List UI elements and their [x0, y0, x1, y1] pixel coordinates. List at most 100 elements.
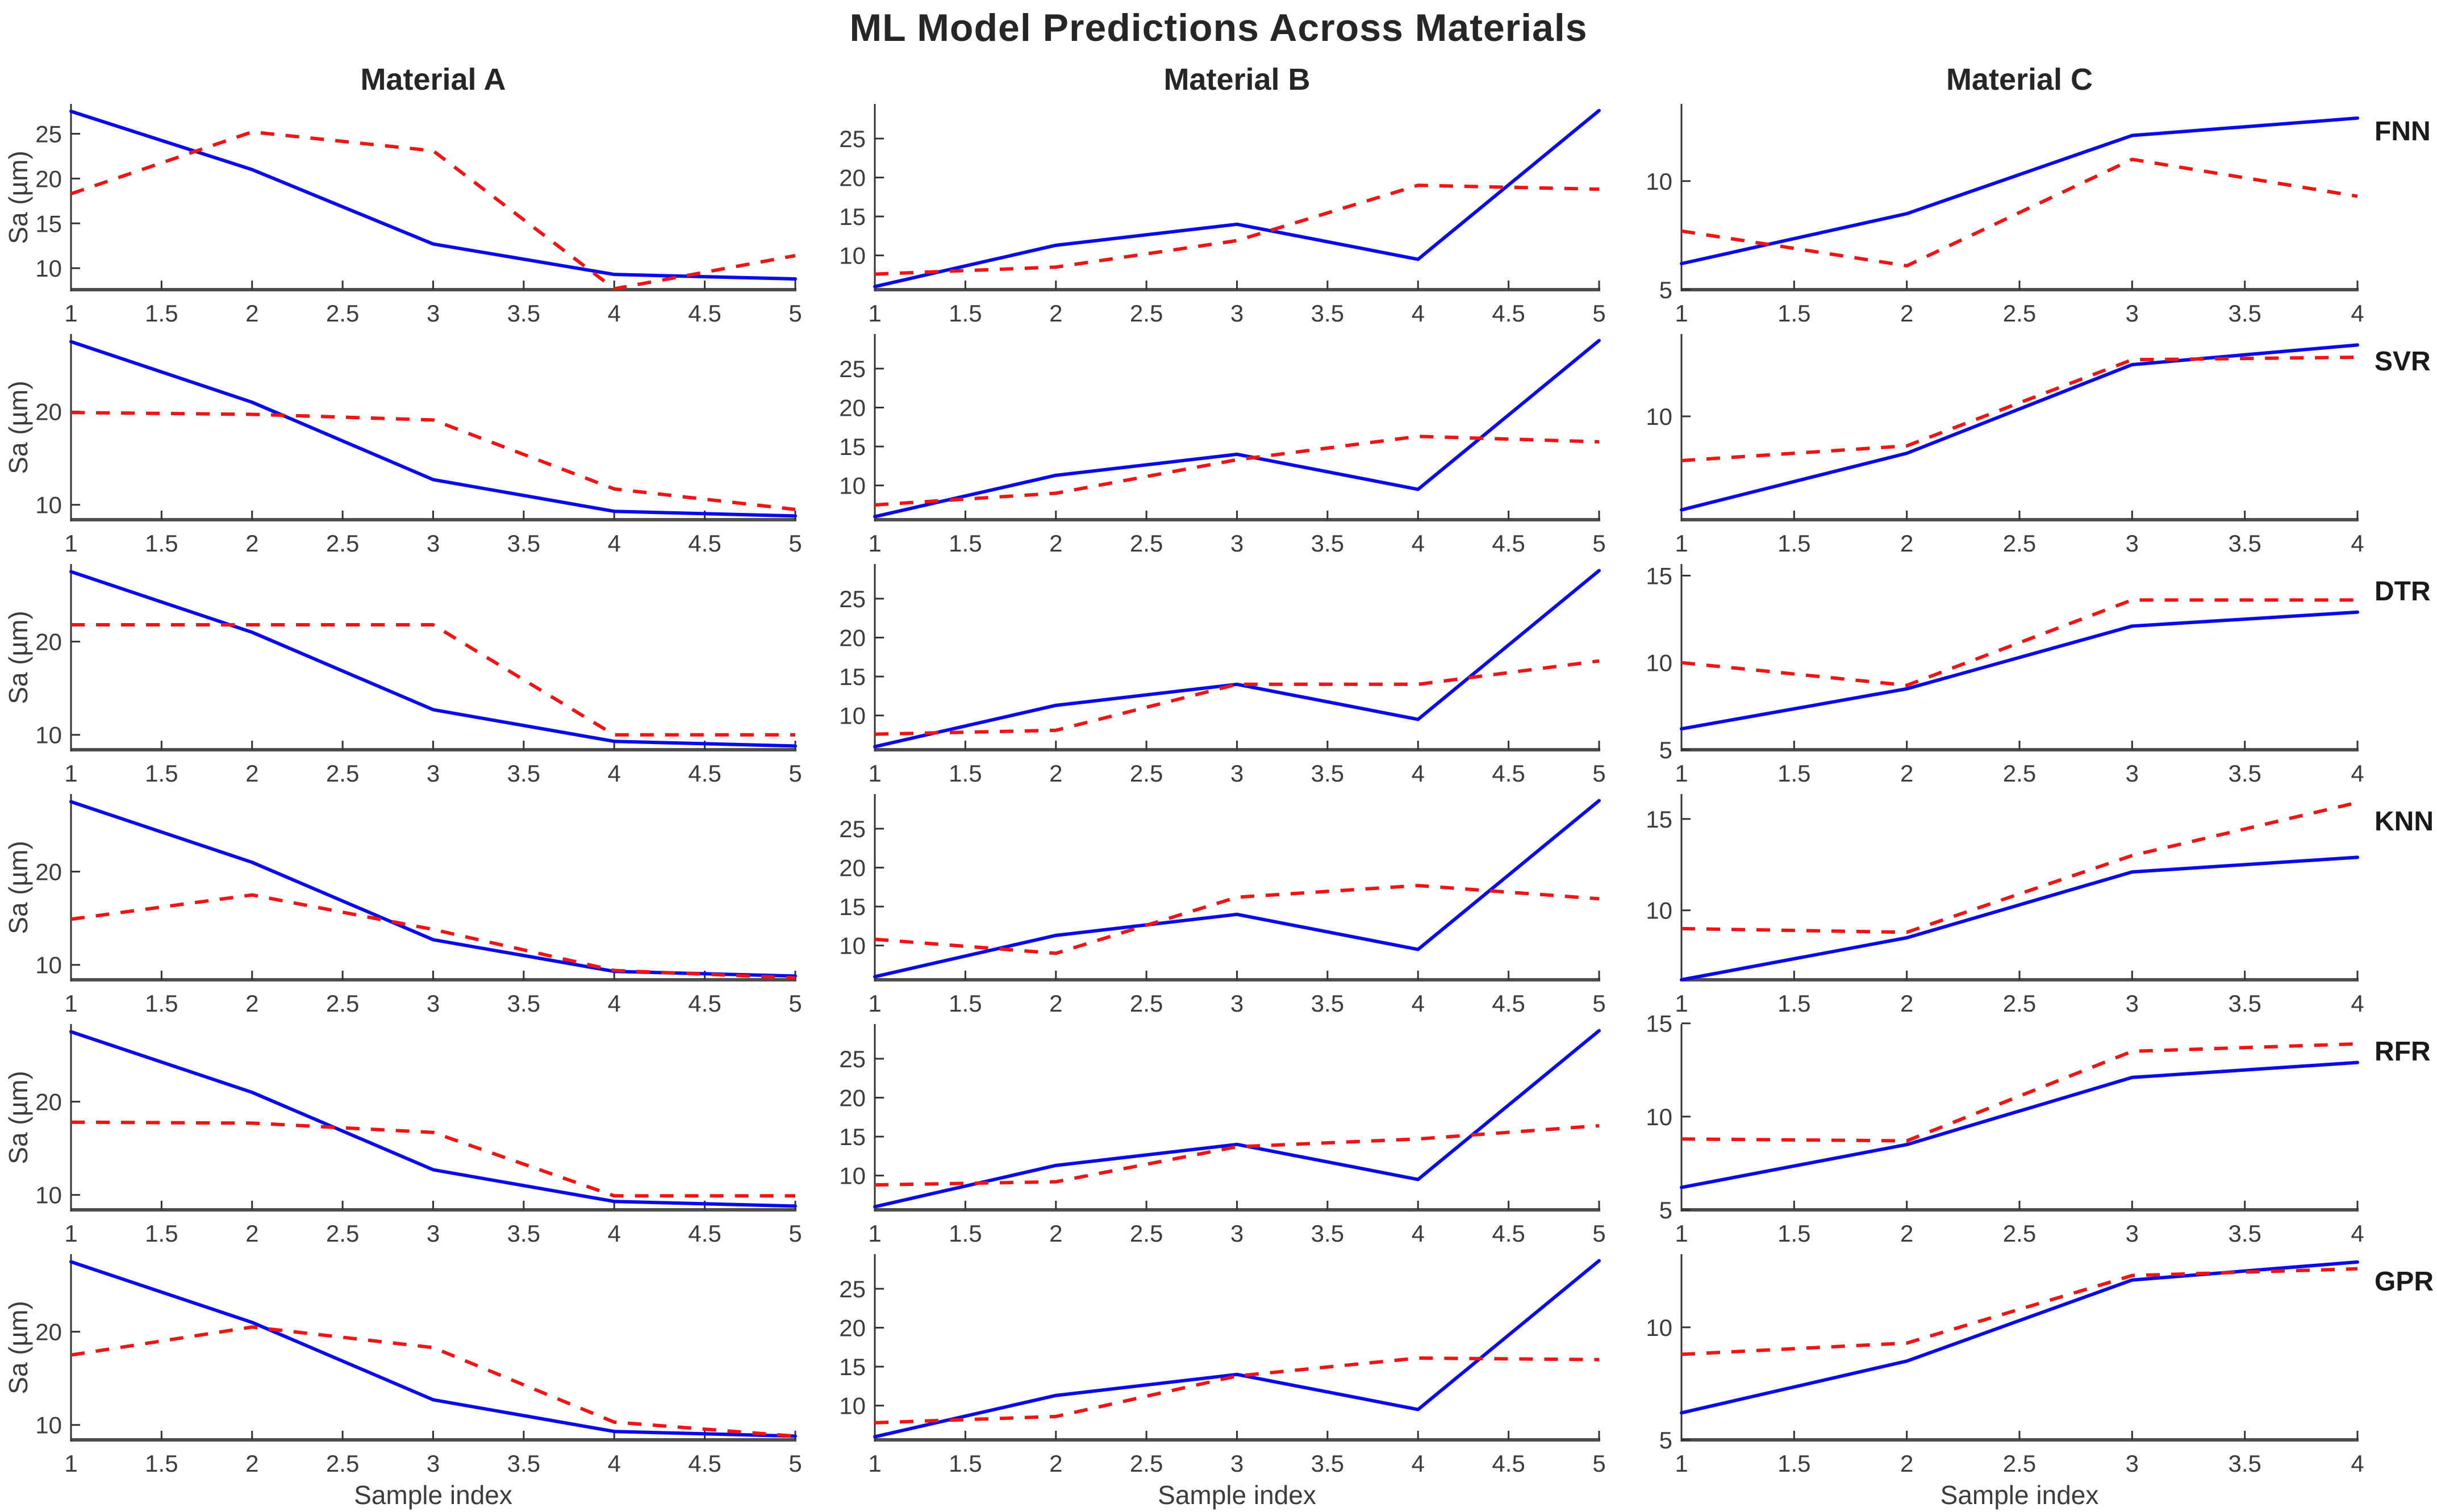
x-tick-label: 3 [427, 530, 440, 557]
x-tick-label: 2.5 [2003, 1450, 2036, 1477]
y-tick-label: 10 [1646, 1104, 1672, 1130]
x-tick-label: 4.5 [688, 300, 721, 327]
predicted-line [874, 1123, 1600, 1187]
x-tick-label: 4.5 [688, 760, 721, 787]
x-tick-label: 3 [2126, 760, 2139, 787]
x-tick-label: 3.5 [507, 1220, 540, 1247]
x-tick-label: 3 [2126, 1220, 2139, 1247]
x-tick-label: 3.5 [1311, 1450, 1344, 1477]
y-axis-label: Sa (µm) [3, 1301, 33, 1394]
y-tick-label: 10 [1646, 650, 1672, 676]
x-tick-label: 3 [2126, 300, 2139, 327]
x-tick-label: 2 [1049, 300, 1062, 327]
y-tick-label: 15 [839, 663, 866, 690]
x-tick-label: 2.5 [1130, 990, 1163, 1017]
subplot-fnn-material-a: 1 1.5 2 2.5 3 3.5 4 4.5 5 10 15 20 25 [35, 104, 802, 327]
x-tick-label: 2.5 [1130, 1220, 1163, 1247]
x-tick-label: 2.5 [1130, 760, 1163, 787]
subplot-knn-material-a: 1 1.5 2 2.5 3 3.5 4 4.5 5 10 20 [35, 794, 802, 1017]
x-tick-label: 2.5 [326, 1220, 359, 1247]
x-tick-label: 4 [2351, 1450, 2364, 1477]
actual-line [69, 110, 797, 281]
x-tick-label: 1.5 [145, 1450, 178, 1477]
x-tick-label: 4.5 [1492, 1220, 1525, 1247]
y-axis-label: Sa (µm) [3, 151, 33, 244]
row-label-svr: SVR [2375, 346, 2431, 377]
y-tick-label: 25 [839, 1046, 866, 1072]
y-tick-label: 10 [1646, 897, 1672, 924]
y-tick-label: 10 [839, 243, 866, 269]
x-tick-label: 3 [427, 1450, 440, 1477]
y-tick-label: 5 [1659, 737, 1672, 763]
x-tick-label: 5 [1592, 760, 1605, 787]
y-tick-label: 10 [1646, 403, 1672, 430]
y-tick-label: 10 [35, 255, 62, 282]
x-tick-label: 1.5 [1777, 1220, 1810, 1247]
actual-line [69, 1260, 797, 1438]
y-tick-label: 10 [839, 933, 866, 959]
subplot-knn-material-b: 1 1.5 2 2.5 3 3.5 4 4.5 5 10 15 20 25 [839, 794, 1606, 1017]
x-tick-label: 4.5 [688, 530, 721, 557]
y-tick-label: 10 [35, 1412, 62, 1439]
row-label-knn: KNN [2375, 807, 2434, 837]
y-tick-label: 20 [839, 1085, 866, 1112]
y-tick-label: 25 [839, 356, 866, 382]
y-tick-label: 20 [35, 859, 62, 886]
x-tick-label: 2 [1049, 760, 1062, 787]
predicted-line [874, 659, 1600, 736]
row-label-rfr: RFR [2375, 1037, 2431, 1067]
x-tick-label: 3.5 [2228, 990, 2261, 1017]
x-tick-label: 2.5 [1130, 300, 1163, 327]
x-tick-label: 3 [427, 1220, 440, 1247]
x-tick-label: 1 [64, 300, 77, 327]
predicted-line [71, 623, 795, 737]
actual-line [69, 570, 797, 748]
y-tick-label: 5 [1659, 277, 1672, 303]
subplot-gpr-material-a: 1 1.5 2 2.5 3 3.5 4 4.5 5 10 20 [35, 1254, 802, 1477]
x-tick-label: 2 [245, 530, 258, 557]
actual-line [69, 340, 797, 518]
x-tick-label: 3.5 [507, 760, 540, 787]
x-tick-label: 5 [1592, 1450, 1605, 1477]
subplot-svr-material-c: 1 1.5 2 2.5 3 3.5 4 10 [1646, 334, 2364, 557]
subplot-dtr-material-c: 1 1.5 2 2.5 3 3.5 4 5 10 15 [1646, 562, 2364, 787]
x-tick-label: 1.5 [145, 760, 178, 787]
row-label-gpr: GPR [2375, 1267, 2434, 1297]
predicted-line [874, 435, 1600, 507]
predicted-line [70, 893, 796, 980]
x-axis-label: Sample index [1158, 1480, 1316, 1510]
actual-line [1680, 1060, 2359, 1189]
x-tick-label: 3.5 [507, 990, 540, 1017]
predicted-line [1681, 598, 2357, 687]
x-tick-label: 2 [245, 1450, 258, 1477]
x-tick-label: 1 [1675, 1450, 1688, 1477]
x-tick-label: 2.5 [326, 760, 359, 787]
x-tick-label: 5 [788, 1450, 802, 1477]
x-tick-label: 4 [608, 300, 621, 327]
actual-line [1680, 343, 2359, 512]
x-tick-label: 1 [868, 1450, 881, 1477]
x-tick-label: 3 [1230, 1220, 1243, 1247]
y-tick-label: 5 [1659, 1427, 1672, 1453]
y-tick-label: 25 [839, 1276, 866, 1302]
y-tick-label: 20 [35, 1089, 62, 1116]
x-tick-label: 2 [1900, 760, 1913, 787]
col-title-material-b: Material B [1163, 62, 1310, 97]
x-tick-label: 1 [868, 530, 881, 557]
x-tick-label: 3.5 [1311, 760, 1344, 787]
x-tick-label: 2 [1049, 530, 1062, 557]
predicted-line [1681, 157, 2358, 268]
x-tick-label: 1 [1675, 760, 1688, 787]
subplot-rfr-material-c: 1 1.5 2 2.5 3 3.5 4 5 10 15 [1646, 1010, 2364, 1247]
x-tick-label: 4 [608, 1450, 621, 1477]
subplot-gpr-material-c: 1 1.5 2 2.5 3 3.5 4 5 10 [1646, 1254, 2364, 1477]
x-tick-label: 4.5 [1492, 1450, 1525, 1477]
x-tick-label: 4 [1412, 300, 1425, 327]
y-tick-label: 5 [1659, 1197, 1672, 1223]
x-tick-label: 3.5 [1311, 1220, 1344, 1247]
x-tick-label: 1.5 [1777, 300, 1810, 327]
x-tick-label: 1.5 [949, 1450, 982, 1477]
x-tick-label: 1 [1675, 300, 1688, 327]
row-label-fnn: FNN [2375, 116, 2431, 147]
